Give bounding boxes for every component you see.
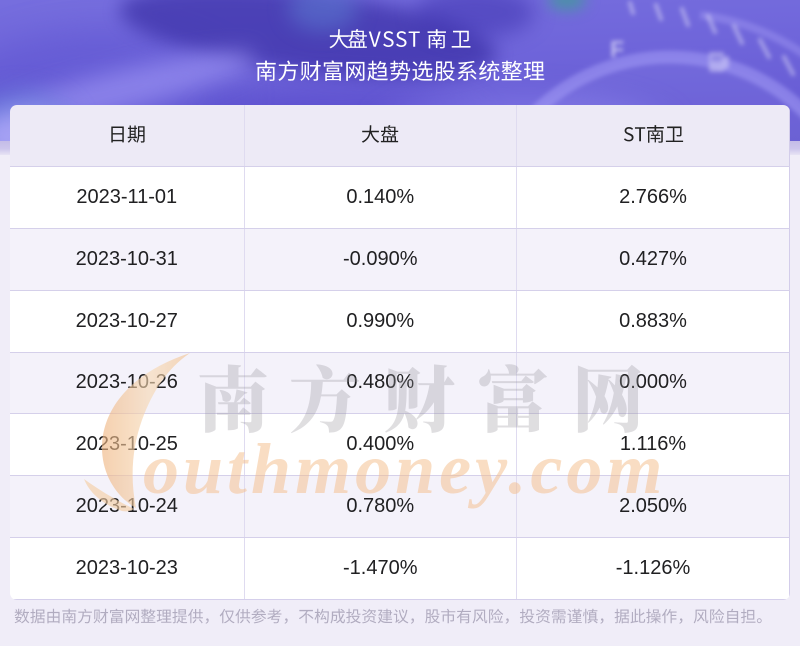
svg-text:F: F: [610, 36, 624, 62]
